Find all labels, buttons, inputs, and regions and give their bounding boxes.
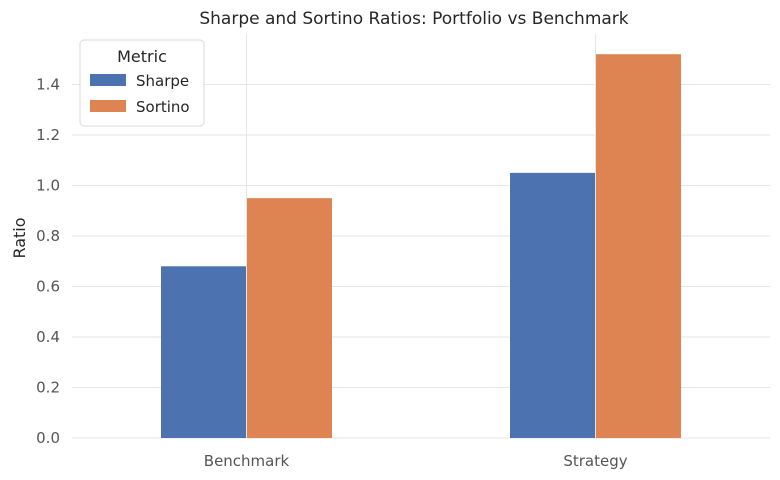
y-axis-label: Ratio xyxy=(10,217,29,258)
y-tick-label: 1.4 xyxy=(36,76,60,94)
legend-swatch-sharpe xyxy=(90,74,126,86)
y-tick-labels: 0.0 0.2 0.4 0.6 0.8 1.0 1.2 1.4 xyxy=(36,76,60,448)
bar-sharpe-benchmark xyxy=(161,266,246,438)
y-tick-label: 1.0 xyxy=(36,177,60,195)
bar-sortino-benchmark xyxy=(247,198,332,438)
y-tick-label: 0.4 xyxy=(36,328,60,346)
legend-label-sharpe: Sharpe xyxy=(136,72,189,90)
bars xyxy=(161,54,681,438)
x-tick-label: Strategy xyxy=(563,452,627,470)
bar-sharpe-strategy xyxy=(510,172,595,438)
bar-sortino-strategy xyxy=(596,54,681,438)
legend-swatch-sortino xyxy=(90,100,126,112)
y-tick-label: 0.2 xyxy=(36,379,60,397)
x-tick-labels: Benchmark Strategy xyxy=(204,452,628,470)
y-tick-label: 0.8 xyxy=(36,227,60,245)
legend-label-sortino: Sortino xyxy=(136,98,190,116)
y-tick-label: 1.2 xyxy=(36,126,60,144)
legend-title: Metric xyxy=(117,47,167,66)
legend: Metric Sharpe Sortino xyxy=(79,39,205,127)
y-tick-label: 0.6 xyxy=(36,278,60,296)
x-tick-label: Benchmark xyxy=(204,452,290,470)
y-tick-label: 0.0 xyxy=(36,429,60,447)
chart-title: Sharpe and Sortino Ratios: Portfolio vs … xyxy=(199,9,628,29)
